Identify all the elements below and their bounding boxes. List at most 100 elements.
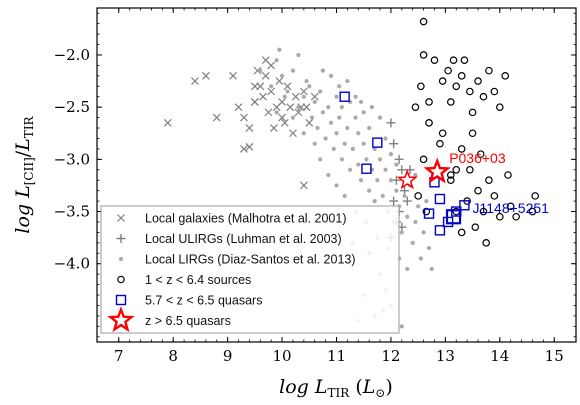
legend-marker xyxy=(117,275,125,284)
y-axis: −2.0 −2.5 −3.0 −3.5 −4.0 xyxy=(54,12,576,338)
data-point xyxy=(240,144,248,153)
data-point xyxy=(358,178,364,183)
data-point xyxy=(326,105,331,110)
data-point xyxy=(394,188,399,193)
data-point xyxy=(402,193,407,198)
data-point xyxy=(438,77,447,85)
legend-item: z > 6.5 quasars xyxy=(107,306,231,333)
data-point xyxy=(258,68,263,73)
legend-marker xyxy=(107,306,135,333)
y-tick-label: −4.0 xyxy=(54,255,90,273)
annotation-label: P036+03 xyxy=(449,150,506,166)
x-tick-label: 15 xyxy=(545,347,564,365)
series-5-7-z-6-5-quasars xyxy=(339,91,470,236)
data-point xyxy=(377,115,383,120)
data-point xyxy=(512,212,520,221)
data-point xyxy=(312,99,317,105)
data-point xyxy=(337,84,342,89)
legend-item: Local galaxies (Malhotra et al. 2001) xyxy=(117,212,347,226)
data-point xyxy=(274,110,279,115)
data-point xyxy=(419,17,428,26)
data-point xyxy=(245,142,254,151)
data-point xyxy=(328,120,334,125)
data-point xyxy=(457,145,466,153)
data-point xyxy=(397,165,407,175)
data-point xyxy=(364,157,369,162)
data-point xyxy=(279,73,285,78)
data-point xyxy=(424,198,429,204)
data-point xyxy=(369,105,374,110)
data-point xyxy=(328,73,334,78)
data-point xyxy=(485,66,493,75)
x-tick-label: 9 xyxy=(223,347,233,365)
data-point xyxy=(375,178,380,183)
legend-label: 5.7 < z < 6.5 quasars xyxy=(145,294,262,308)
legend-label: Local LIRGs (Diaz-Santos et al. 2013) xyxy=(145,253,356,267)
data-point xyxy=(356,131,361,136)
data-point xyxy=(320,110,325,115)
data-point xyxy=(436,139,444,148)
data-point xyxy=(452,82,461,91)
legend-label: Local galaxies (Malhotra et al. 2001) xyxy=(145,212,347,226)
data-point xyxy=(275,77,284,85)
data-point xyxy=(383,167,388,172)
data-point xyxy=(282,94,287,99)
data-point xyxy=(323,136,328,141)
data-point xyxy=(240,113,248,122)
data-point xyxy=(531,192,539,200)
legend-box xyxy=(100,205,400,334)
data-point xyxy=(315,125,320,131)
data-point xyxy=(318,157,323,162)
data-point xyxy=(277,47,282,52)
x-tick-label: 10 xyxy=(273,347,292,365)
data-point xyxy=(414,192,422,200)
series-1-z-6-4-sources xyxy=(411,17,539,247)
data-point xyxy=(411,103,420,111)
data-point xyxy=(405,266,410,272)
data-point xyxy=(361,163,372,174)
data-point xyxy=(309,115,315,120)
x-axis-title: log LTIR (L⊙) xyxy=(279,376,393,400)
data-point xyxy=(367,188,372,193)
data-point xyxy=(391,175,401,185)
data-point xyxy=(372,146,377,152)
data-point xyxy=(290,68,296,73)
data-point xyxy=(326,172,331,178)
data-point xyxy=(294,108,303,117)
data-point xyxy=(339,157,345,162)
data-point xyxy=(429,266,434,272)
data-point xyxy=(353,115,358,120)
y-tick-label: −2.5 xyxy=(54,98,90,116)
data-point xyxy=(504,171,512,179)
data-point xyxy=(267,61,276,70)
data-point xyxy=(405,214,410,219)
data-point xyxy=(447,176,455,185)
data-point xyxy=(457,228,466,237)
data-point xyxy=(479,92,488,101)
data-point xyxy=(350,146,355,152)
data-point xyxy=(283,82,292,91)
data-point xyxy=(250,98,259,106)
legend-label: Local ULIRGs (Luhman et al. 2003) xyxy=(145,232,342,246)
data-point xyxy=(434,225,446,236)
data-point xyxy=(259,92,267,101)
data-point xyxy=(506,202,515,211)
data-point xyxy=(305,118,314,127)
data-point xyxy=(422,207,431,216)
legend-item: Local ULIRGs (Luhman et al. 2003) xyxy=(116,232,342,246)
data-point xyxy=(361,141,366,146)
data-point xyxy=(256,82,265,91)
data-point xyxy=(278,113,286,122)
data-marks xyxy=(163,17,539,329)
data-point xyxy=(234,103,243,112)
data-point xyxy=(479,207,488,216)
x-tick-label: 13 xyxy=(436,347,455,365)
data-point xyxy=(286,103,295,112)
data-point xyxy=(212,113,221,122)
data-point xyxy=(278,98,286,106)
annotation-label: J1148+5251 xyxy=(473,200,550,216)
data-point xyxy=(229,71,238,80)
data-point xyxy=(310,92,319,101)
data-point xyxy=(495,103,504,111)
data-point xyxy=(394,162,399,167)
